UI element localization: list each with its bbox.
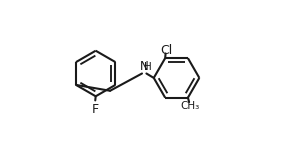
Text: F: F: [91, 103, 99, 116]
Text: N: N: [140, 60, 149, 73]
Text: CH₃: CH₃: [181, 101, 200, 111]
Text: Cl: Cl: [160, 44, 173, 57]
Text: H: H: [145, 62, 152, 72]
